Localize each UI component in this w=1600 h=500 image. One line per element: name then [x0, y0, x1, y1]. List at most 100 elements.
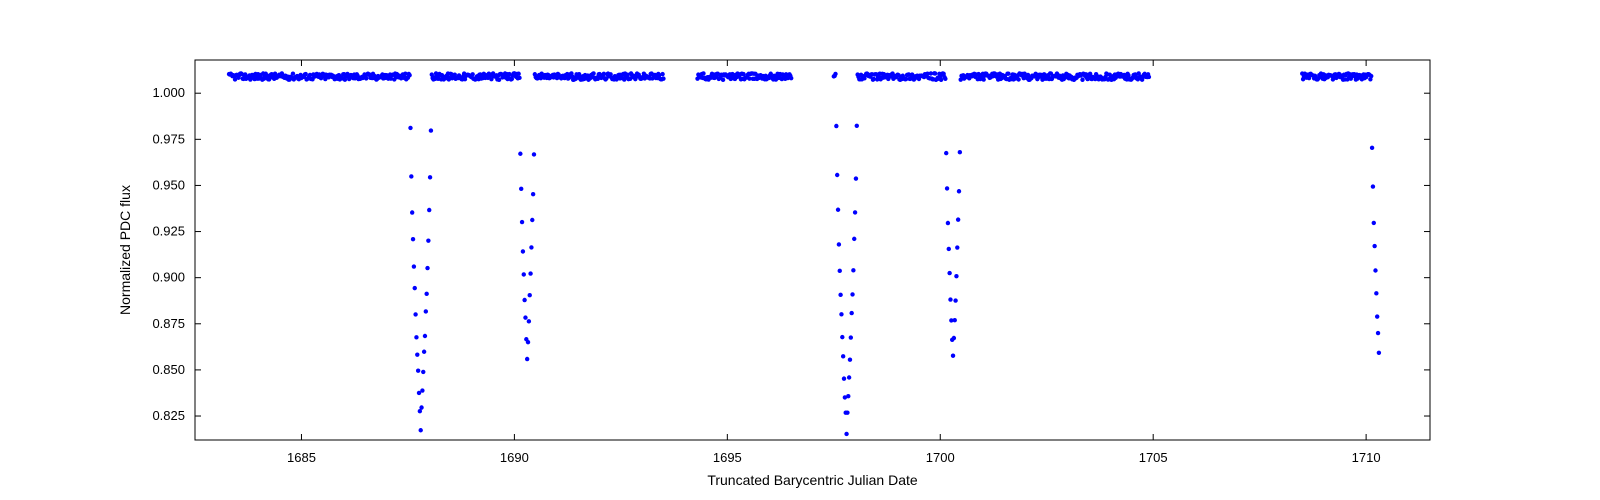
- data-point: [848, 357, 852, 361]
- data-point: [528, 271, 532, 275]
- data-point: [948, 297, 952, 301]
- data-point: [955, 245, 959, 249]
- data-point: [522, 298, 526, 302]
- y-tick-label: 0.975: [152, 131, 185, 146]
- y-tick-label: 0.850: [152, 362, 185, 377]
- data-point: [525, 357, 529, 361]
- data-point: [701, 71, 705, 75]
- data-point: [1369, 74, 1373, 78]
- data-point: [947, 247, 951, 251]
- data-point: [660, 72, 664, 76]
- data-point: [835, 173, 839, 177]
- data-point: [1372, 221, 1376, 225]
- data-point: [847, 375, 851, 379]
- data-point: [855, 124, 859, 128]
- data-point: [840, 335, 844, 339]
- x-tick-label: 1695: [713, 450, 742, 465]
- data-point: [953, 298, 957, 302]
- data-points: [227, 71, 1381, 436]
- data-point: [425, 266, 429, 270]
- data-point: [426, 238, 430, 242]
- data-point: [516, 72, 520, 76]
- chart-svg: 1685169016951700170517100.8250.8500.8750…: [0, 0, 1600, 500]
- data-point: [420, 388, 424, 392]
- data-point: [591, 71, 595, 75]
- data-point: [291, 71, 295, 75]
- data-point: [530, 218, 534, 222]
- data-point: [953, 318, 957, 322]
- data-point: [1370, 146, 1374, 150]
- data-point: [429, 128, 433, 132]
- x-tick-label: 1705: [1139, 450, 1168, 465]
- data-point: [952, 336, 956, 340]
- y-tick-label: 0.950: [152, 177, 185, 192]
- y-tick-label: 0.900: [152, 270, 185, 285]
- data-point: [958, 150, 962, 154]
- data-point: [853, 210, 857, 214]
- data-point: [721, 78, 725, 82]
- data-point: [416, 369, 420, 373]
- data-point: [943, 77, 947, 81]
- data-point: [945, 186, 949, 190]
- data-point: [1371, 184, 1375, 188]
- data-point: [1374, 291, 1378, 295]
- y-tick-label: 0.825: [152, 408, 185, 423]
- data-point: [419, 405, 423, 409]
- data-point: [528, 293, 532, 297]
- x-tick-label: 1700: [926, 450, 955, 465]
- data-point: [1376, 331, 1380, 335]
- data-point: [519, 187, 523, 191]
- plot-border: [195, 60, 1430, 440]
- data-point: [845, 410, 849, 414]
- data-point: [838, 293, 842, 297]
- data-point: [846, 394, 850, 398]
- data-point: [1377, 351, 1381, 355]
- lightcurve-chart: 1685169016951700170517100.8250.8500.8750…: [0, 0, 1600, 500]
- data-point: [413, 312, 417, 316]
- data-point: [844, 432, 848, 436]
- data-point: [849, 311, 853, 315]
- data-point: [411, 237, 415, 241]
- data-point: [428, 175, 432, 179]
- data-point: [521, 249, 525, 253]
- data-point: [517, 76, 521, 80]
- data-point: [851, 268, 855, 272]
- data-point: [789, 76, 793, 80]
- data-point: [841, 354, 845, 358]
- data-point: [532, 152, 536, 156]
- data-point: [842, 376, 846, 380]
- y-axis-label: Normalized PDC flux: [117, 185, 133, 315]
- data-point: [833, 72, 837, 76]
- data-point: [422, 350, 426, 354]
- data-point: [1147, 75, 1151, 79]
- data-point: [413, 286, 417, 290]
- data-point: [957, 189, 961, 193]
- data-point: [421, 370, 425, 374]
- data-point: [423, 334, 427, 338]
- data-point: [529, 245, 533, 249]
- data-point: [527, 319, 531, 323]
- data-point: [946, 221, 950, 225]
- data-point: [424, 292, 428, 296]
- data-point: [531, 192, 535, 196]
- data-point: [837, 242, 841, 246]
- data-point: [933, 71, 937, 75]
- data-point: [424, 309, 428, 313]
- x-tick-label: 1710: [1352, 450, 1381, 465]
- data-point: [522, 272, 526, 276]
- data-point: [407, 73, 411, 77]
- data-point: [849, 335, 853, 339]
- data-point: [408, 126, 412, 130]
- data-point: [415, 352, 419, 356]
- data-point: [364, 76, 368, 80]
- data-point: [427, 208, 431, 212]
- data-point: [836, 208, 840, 212]
- data-point: [951, 354, 955, 358]
- y-tick-label: 0.925: [152, 224, 185, 239]
- data-point: [1006, 71, 1010, 75]
- data-point: [956, 217, 960, 221]
- data-point: [850, 292, 854, 296]
- data-point: [410, 210, 414, 214]
- data-point: [981, 77, 985, 81]
- y-tick-label: 0.875: [152, 316, 185, 331]
